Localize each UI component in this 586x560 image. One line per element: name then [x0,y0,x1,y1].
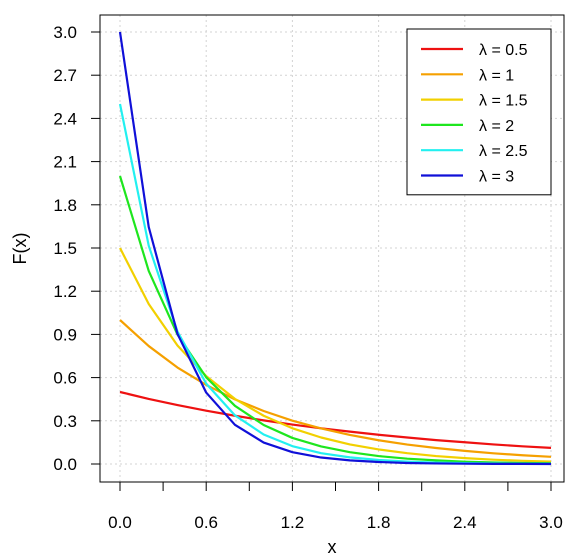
y-tick-label: 3.0 [53,23,77,42]
legend-label: λ = 1.5 [479,93,528,110]
x-tick-label: 1.2 [281,513,305,532]
x-tick-label: 1.8 [367,513,391,532]
y-tick-label: 2.1 [53,153,77,172]
x-axis-title: x [328,537,337,557]
y-axis: 0.0 0.3 0.6 0.9 1.2 1.5 1.8 2.1 2.4 2.7 3.0 [53,23,100,474]
x-tick-label: 2.4 [453,513,477,532]
y-tick-label: 0.6 [53,369,77,388]
legend-label: λ = 0.5 [479,42,528,59]
series-line-6 [118,31,552,466]
series-line-1 [119,390,552,449]
y-tick-label: 0.0 [53,455,77,474]
x-axis: 0.0 0.6 1.2 1.8 2.4 3.0 [108,482,563,532]
legend-box [406,28,552,196]
y-tick-label: 1.5 [53,239,77,258]
series-line-4 [118,175,552,465]
y-tick-label: 1.2 [53,282,77,301]
series-line-2 [119,319,552,458]
legend-label: λ = 1 [479,67,514,84]
series-lines [118,31,552,466]
legend-label: λ = 2 [479,118,514,135]
x-tick-label: 0.0 [108,513,132,532]
legend-label: λ = 3 [479,169,514,186]
legend-label: λ = 2.5 [479,143,528,160]
y-tick-label: 2.4 [53,109,77,128]
y-tick-label: 0.9 [53,325,77,344]
x-tick-label: 0.6 [194,513,218,532]
y-tick-label: 2.7 [53,66,77,85]
x-tick-label: 3.0 [539,513,563,532]
y-axis-title: F(x) [10,233,30,265]
legend: λ = 0.5 λ = 1 λ = 1.5 λ = 2 λ = 2.5 λ = 3 [406,28,552,196]
y-tick-label: 0.3 [53,412,77,431]
y-tick-label: 1.8 [53,196,77,215]
